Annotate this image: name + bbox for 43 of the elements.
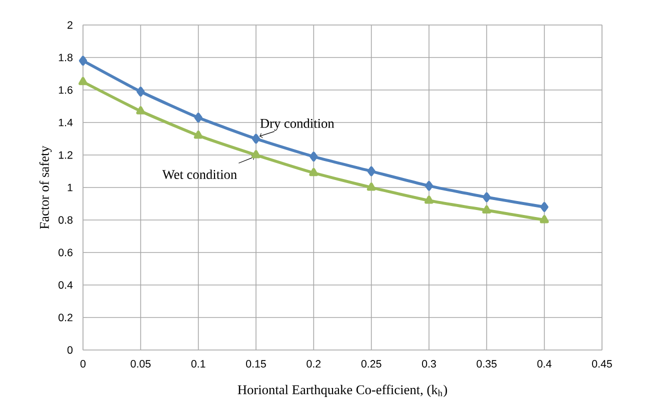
x-tick-label: 0 <box>80 360 86 368</box>
x-tick-label: 0.15 <box>246 360 266 368</box>
y-tick-label: 0.2 <box>58 314 72 322</box>
y-tick-label: 2 <box>68 21 72 29</box>
point <box>482 192 491 202</box>
point <box>78 56 88 66</box>
x-tick-label: 0.45 <box>592 360 612 368</box>
y-tick-label: 0 <box>67 346 73 354</box>
y-tick-label: 1.2 <box>58 151 72 159</box>
point <box>309 168 318 176</box>
x-axis-title: Horiontal Earthquake Co-efficient, (k$_{h}$) <box>238 384 448 397</box>
point <box>310 152 318 162</box>
point <box>367 166 376 176</box>
x-tick-label: 0.35 <box>476 360 497 368</box>
x-tick-label: 0.3 <box>422 360 436 368</box>
y-tick-label: 0.6 <box>58 248 72 256</box>
point <box>252 134 260 144</box>
x-tick-label: 0.2 <box>306 360 321 368</box>
point <box>366 182 376 191</box>
point <box>136 86 145 97</box>
y-tick-label: 1 <box>68 184 72 192</box>
series-label: Wet condition <box>162 170 237 180</box>
point <box>194 112 202 123</box>
x-tick-label: 0.05 <box>130 360 151 368</box>
y-tick-label: 1.8 <box>58 54 72 62</box>
y-tick-label: 1.4 <box>58 118 73 126</box>
point <box>424 180 434 191</box>
point <box>540 215 549 224</box>
x-tick-label: 0.1 <box>191 360 206 368</box>
point <box>252 150 260 158</box>
y-tick-label: 1.6 <box>58 86 72 94</box>
point <box>540 202 548 212</box>
point <box>482 205 492 214</box>
y-tick-label: 0.8 <box>58 216 72 224</box>
y-axis-title: Factor of safety <box>39 146 52 229</box>
point <box>194 130 203 139</box>
x-tick-label: 0.4 <box>537 360 552 368</box>
point <box>78 76 88 86</box>
point <box>136 106 146 114</box>
series-label: Dry condition <box>260 118 334 131</box>
y-tick-label: 0.4 <box>58 281 73 289</box>
point <box>424 196 434 204</box>
x-tick-label: 0.25 <box>361 360 382 368</box>
